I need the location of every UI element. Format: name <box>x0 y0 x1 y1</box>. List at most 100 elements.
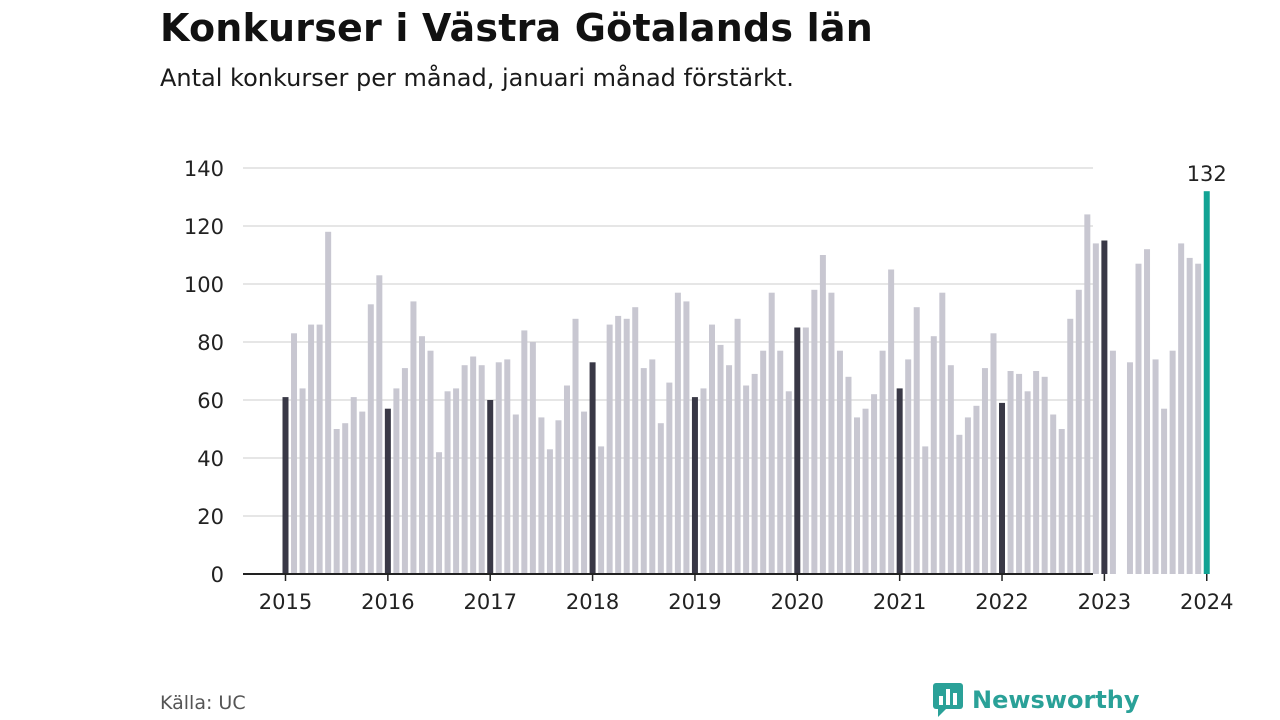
bar <box>1169 350 1176 574</box>
bar <box>461 365 468 574</box>
x-tick-label: 2016 <box>361 590 414 614</box>
bar <box>632 307 639 574</box>
bar <box>1126 362 1133 574</box>
bar <box>436 452 443 574</box>
bar <box>376 275 383 574</box>
bar <box>930 336 937 574</box>
bar <box>1024 391 1031 574</box>
bar <box>990 333 997 574</box>
bar <box>367 304 374 574</box>
bar <box>794 327 801 574</box>
y-tick-label: 80 <box>197 331 224 355</box>
bar <box>760 350 767 574</box>
brand-logo: Newsworthy <box>932 682 1140 718</box>
bar <box>401 368 408 574</box>
bar <box>734 318 741 574</box>
x-tick-label: 2020 <box>771 590 824 614</box>
bar <box>785 391 792 574</box>
bar <box>683 301 690 574</box>
bar-chart: 0 20 40 60 80 100 120 140 132 2015 2016 2017 2018 201… <box>184 157 1234 614</box>
bar <box>751 373 758 574</box>
bar <box>453 388 460 574</box>
y-tick-label: 60 <box>197 389 224 413</box>
latest-bar <box>1203 191 1210 574</box>
bar <box>1144 249 1151 574</box>
bar <box>1067 318 1074 574</box>
chart-subtitle: Antal konkurser per månad, januari månad… <box>160 64 794 92</box>
bar <box>981 368 988 574</box>
bar <box>512 414 519 574</box>
bar <box>418 336 425 574</box>
bar <box>1178 243 1185 574</box>
bar <box>888 269 895 574</box>
bar <box>606 324 613 574</box>
x-tick-label: 2015 <box>259 590 312 614</box>
bar <box>811 289 818 574</box>
x-tick-label: 2022 <box>975 590 1028 614</box>
bar <box>384 408 391 574</box>
y-tick-label: 40 <box>197 447 224 471</box>
bar <box>674 292 681 574</box>
bar <box>1152 359 1159 574</box>
bar <box>572 318 579 574</box>
bar <box>393 388 400 574</box>
bar <box>581 411 588 574</box>
bar <box>598 446 605 574</box>
bar <box>1033 371 1040 574</box>
bar <box>410 301 417 574</box>
y-tick-label: 100 <box>184 273 224 297</box>
source-note: Källa: UC <box>160 692 246 714</box>
bar <box>615 315 622 574</box>
x-tick-label: 2017 <box>463 590 516 614</box>
x-tick-label: 2019 <box>668 590 721 614</box>
bar <box>427 350 434 574</box>
bar <box>726 365 733 574</box>
bar <box>589 362 596 574</box>
bar <box>709 324 715 574</box>
bar <box>282 397 289 574</box>
bar <box>470 356 477 574</box>
bar <box>922 446 929 574</box>
bar <box>478 365 485 574</box>
bar <box>802 327 809 574</box>
bar <box>862 408 869 574</box>
bar <box>538 417 545 574</box>
y-tick-label: 20 <box>197 505 224 529</box>
bar <box>768 292 775 574</box>
bar <box>964 417 971 574</box>
bar <box>1084 214 1091 574</box>
bar <box>836 350 843 574</box>
bar <box>316 324 323 574</box>
bar <box>359 411 366 574</box>
bar <box>495 362 502 574</box>
bar <box>947 365 954 574</box>
bar <box>1101 240 1108 574</box>
bar <box>691 397 698 574</box>
bar <box>819 255 826 574</box>
bar <box>743 385 750 574</box>
bar <box>350 397 357 574</box>
bar <box>546 449 553 574</box>
bar <box>854 417 861 574</box>
bar <box>879 350 886 574</box>
bar <box>487 400 494 574</box>
bar <box>1135 263 1142 574</box>
x-tick-label: 2021 <box>873 590 926 614</box>
bar <box>1092 243 1099 574</box>
bar <box>325 231 332 575</box>
bar <box>871 394 878 574</box>
bar <box>973 405 980 574</box>
bar <box>623 318 630 574</box>
bar <box>333 429 340 574</box>
bar <box>657 423 664 574</box>
bar <box>1050 414 1057 574</box>
bar <box>956 434 963 574</box>
bar <box>1007 371 1014 574</box>
bar <box>1041 376 1048 574</box>
bar <box>666 382 673 574</box>
bar <box>1109 350 1116 574</box>
bar <box>291 333 298 574</box>
bar <box>342 423 349 574</box>
bar <box>777 350 784 574</box>
bar <box>1058 429 1065 574</box>
